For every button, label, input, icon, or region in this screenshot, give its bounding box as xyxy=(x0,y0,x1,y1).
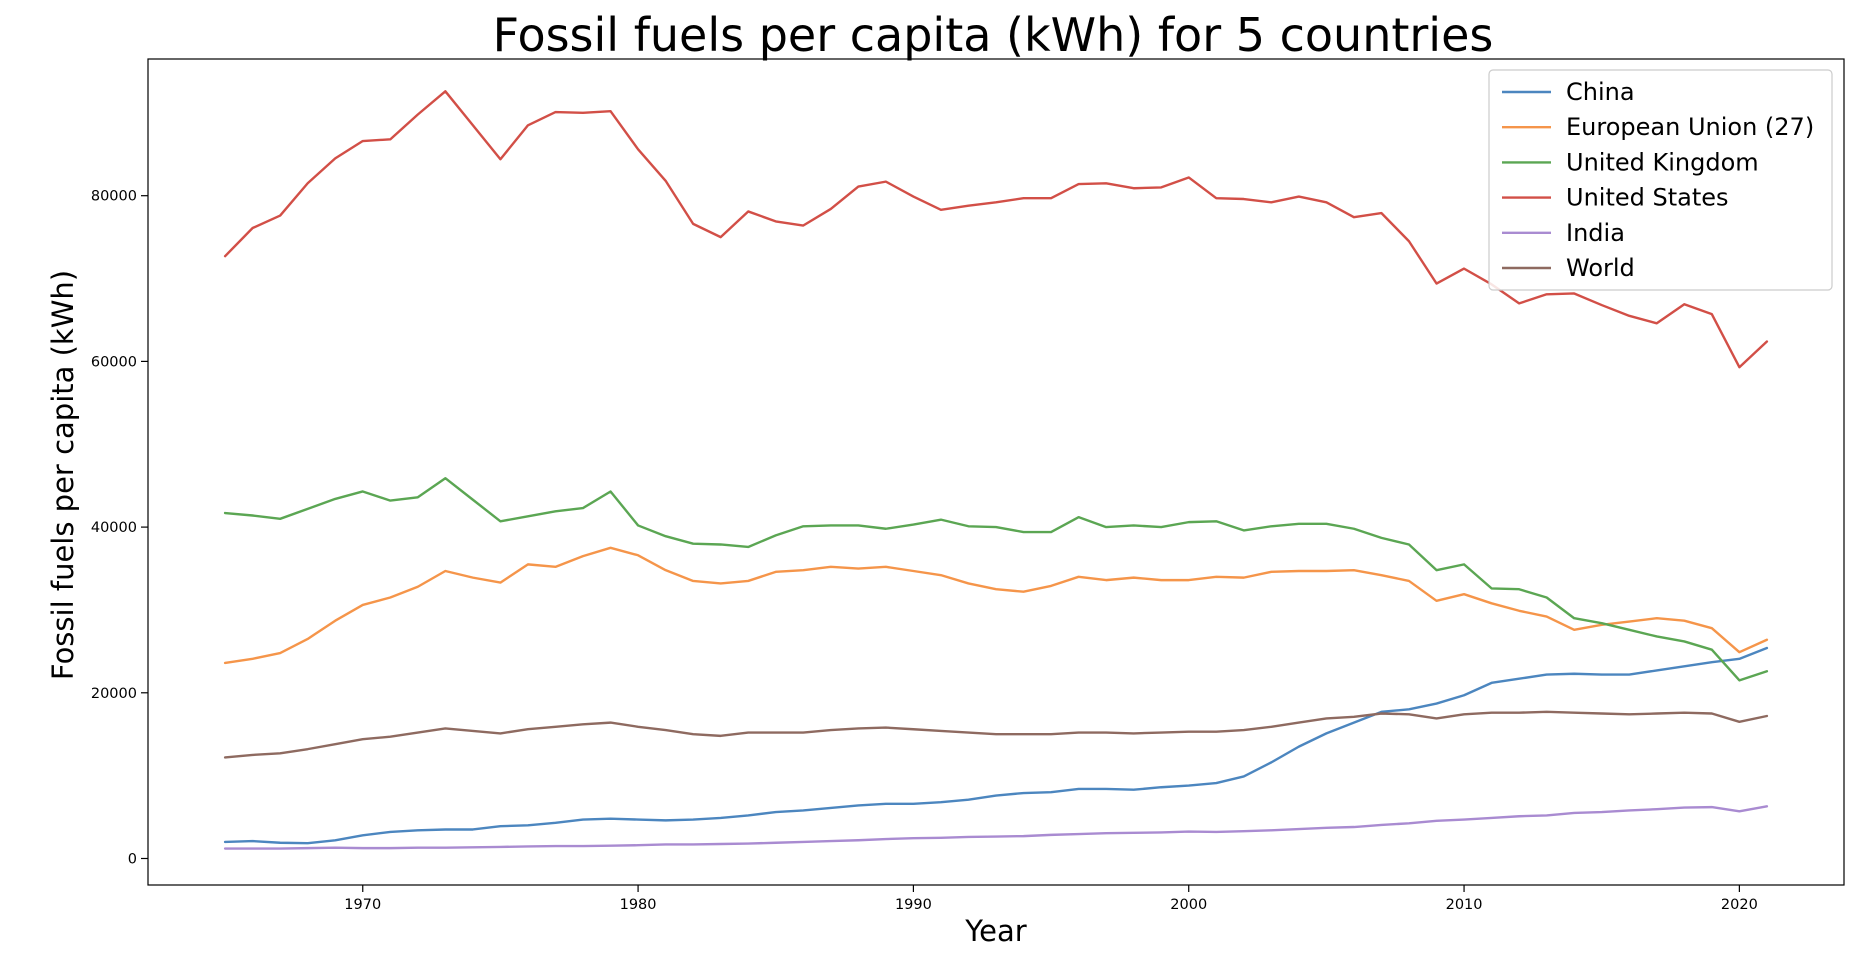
legend-label-european-union-27: European Union (27) xyxy=(1566,113,1814,141)
x-tick-label: 1990 xyxy=(895,897,932,913)
series-line-united-states xyxy=(223,90,1769,369)
legend-label-china: China xyxy=(1566,78,1635,106)
y-tick-label: 80000 xyxy=(91,189,137,205)
legend-label-india: India xyxy=(1566,219,1625,247)
series-line-united-kingdom xyxy=(223,477,1769,682)
y-tick-label: 0 xyxy=(128,851,137,867)
y-tick-label: 20000 xyxy=(91,686,137,702)
chart-title: Fossil fuels per capita (kWh) for 5 coun… xyxy=(493,8,1494,62)
x-tick-label: 2010 xyxy=(1446,897,1483,913)
plot-frame xyxy=(147,58,1845,886)
y-tick-label: 60000 xyxy=(91,354,137,370)
series-line-world xyxy=(223,710,1769,759)
x-tick-label: 1980 xyxy=(620,897,657,913)
plot-area: 1970 1980 1990 2000 2010 2020 0 20000 40000 60000… xyxy=(91,189,1758,913)
series-layer xyxy=(223,90,1769,850)
legend-label-world: World xyxy=(1566,254,1635,282)
x-tick-label: 2000 xyxy=(1170,897,1207,913)
legend-label-united-states: United States xyxy=(1566,184,1729,212)
x-tick-label: 1970 xyxy=(344,897,381,913)
legend: China European Union (27) United Kingdom Un… xyxy=(1488,69,1833,291)
y-axis-label: Fossil fuels per capita (kWh) xyxy=(46,270,80,680)
x-axis-label: Year xyxy=(964,914,1026,948)
series-line-china xyxy=(223,646,1769,845)
y-tick-label: 40000 xyxy=(91,520,137,536)
legend-box xyxy=(1488,69,1833,291)
x-tick-label: 2020 xyxy=(1721,897,1758,913)
series-line-india xyxy=(223,805,1769,850)
legend-label-united-kingdom: United Kingdom xyxy=(1566,148,1759,176)
series-line-european-union-27 xyxy=(223,546,1769,665)
